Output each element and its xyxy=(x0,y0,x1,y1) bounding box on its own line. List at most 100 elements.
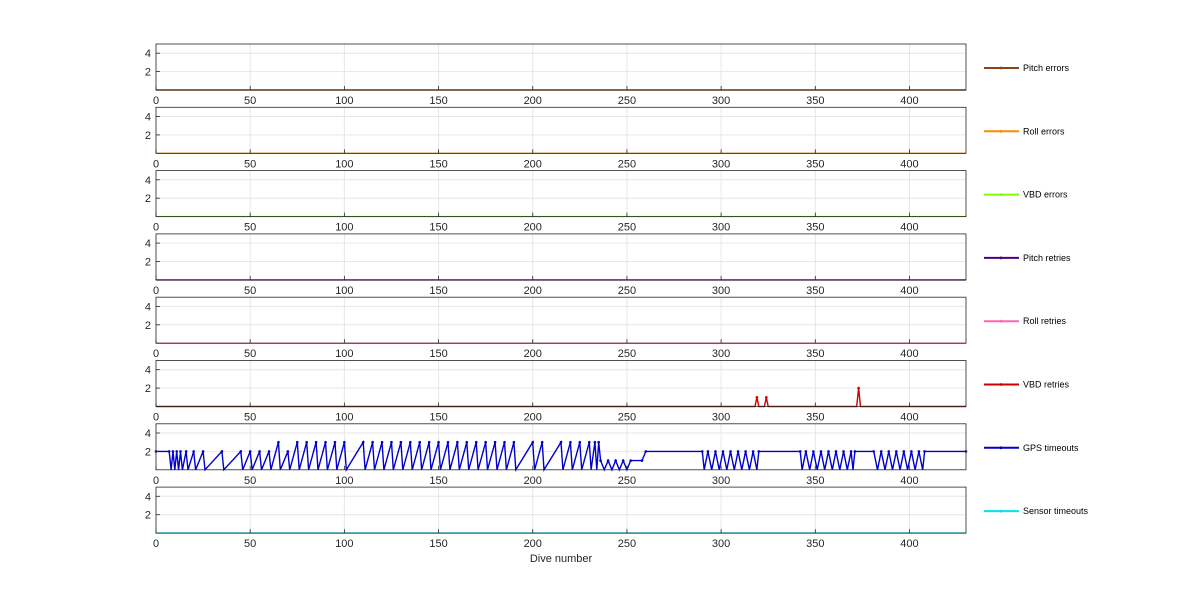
data-point xyxy=(597,440,600,444)
y-tick-label: 4 xyxy=(145,48,151,60)
x-tick-label: 50 xyxy=(244,538,256,550)
data-point xyxy=(418,440,422,444)
x-tick-label: 400 xyxy=(900,412,918,424)
plot-area xyxy=(156,487,966,534)
data-point xyxy=(324,440,327,444)
legend-label-vbd-errors: VBD errors xyxy=(1023,190,1068,200)
data-point xyxy=(248,450,252,453)
x-tick-label: 50 xyxy=(244,348,256,360)
x-tick-label: 200 xyxy=(524,412,542,424)
subplot-vbd-retries: 0 50 100 150 200 250 300 350 400 2 4 VBD retries xyxy=(145,360,1070,424)
x-tick-label: 150 xyxy=(429,538,447,550)
data-point xyxy=(333,440,337,444)
data-point xyxy=(578,440,582,444)
x-tick-label: 0 xyxy=(153,348,159,360)
data-point xyxy=(175,450,179,453)
data-point xyxy=(700,450,704,453)
subplot-roll-errors: 0 50 100 150 200 250 300 350 400 2 4 Roll errors xyxy=(145,106,1065,170)
x-tick-label: 300 xyxy=(712,222,730,234)
data-point xyxy=(729,450,732,453)
legend-marker xyxy=(999,319,1003,323)
x-tick-label: 300 xyxy=(712,348,730,360)
x-tick-label: 200 xyxy=(524,95,542,107)
data-point xyxy=(872,450,875,453)
data-point xyxy=(736,450,740,453)
data-point xyxy=(910,450,913,453)
data-point xyxy=(220,450,224,453)
data-point xyxy=(540,440,544,444)
x-tick-label: 300 xyxy=(712,158,730,170)
x-tick-label: 100 xyxy=(335,222,353,234)
data-point xyxy=(599,459,602,462)
data-point xyxy=(409,440,412,444)
legend-marker xyxy=(999,383,1003,386)
data-point xyxy=(606,459,610,462)
data-point xyxy=(593,440,597,444)
x-tick-label: 0 xyxy=(153,222,159,234)
legend-marker xyxy=(999,193,1003,197)
subplot-pitch-retries: 0 50 100 150 200 250 300 350 400 2 4 Pitch retries xyxy=(145,233,1071,297)
data-point xyxy=(857,386,860,390)
x-tick-label: 100 xyxy=(335,95,353,107)
x-tick-label: 0 xyxy=(153,95,159,107)
x-tick-label: 300 xyxy=(712,538,730,550)
x-tick-label: 0 xyxy=(153,475,159,487)
data-point xyxy=(179,450,182,453)
x-tick-label: 100 xyxy=(335,158,353,170)
data-point xyxy=(361,440,365,444)
data-point xyxy=(757,450,761,453)
data-point xyxy=(201,450,205,453)
y-tick-label: 2 xyxy=(145,193,151,205)
x-tick-label: 350 xyxy=(806,158,824,170)
legend-marker xyxy=(999,66,1003,70)
x-tick-label: 250 xyxy=(618,538,636,550)
data-point xyxy=(295,440,299,444)
x-tick-label: 150 xyxy=(429,222,447,234)
x-tick-label: 200 xyxy=(524,158,542,170)
x-tick-label: 250 xyxy=(618,222,636,234)
plot-area xyxy=(156,107,966,154)
x-tick-label: 200 xyxy=(524,348,542,360)
data-point xyxy=(902,450,906,453)
x-tick-label: 300 xyxy=(712,285,730,297)
data-point xyxy=(755,396,759,399)
data-point xyxy=(484,440,487,444)
data-point xyxy=(456,440,459,444)
data-point xyxy=(286,450,290,453)
data-point xyxy=(917,450,921,453)
x-tick-label: 250 xyxy=(618,475,636,487)
y-tick-label: 4 xyxy=(145,301,151,313)
data-point xyxy=(512,440,516,444)
data-point xyxy=(714,450,717,453)
y-tick-label: 4 xyxy=(145,112,151,124)
data-point xyxy=(267,450,271,453)
plot-area xyxy=(156,44,966,90)
y-tick-label: 4 xyxy=(145,238,151,250)
y-tick-label: 2 xyxy=(145,510,151,522)
x-tick-label: 400 xyxy=(900,95,918,107)
x-tick-label: 350 xyxy=(806,475,824,487)
x-tick-label: 350 xyxy=(806,222,824,234)
x-tick-label: 0 xyxy=(153,285,159,297)
data-point xyxy=(621,459,625,462)
x-tick-label: 400 xyxy=(900,348,918,360)
legend-marker xyxy=(999,509,1003,513)
data-point xyxy=(721,450,725,453)
x-tick-label: 350 xyxy=(806,348,824,360)
data-point xyxy=(819,450,823,453)
data-point xyxy=(798,450,802,453)
x-tick-label: 250 xyxy=(618,348,636,360)
y-tick-label: 2 xyxy=(145,130,151,142)
x-tick-label: 100 xyxy=(335,475,353,487)
x-tick-label: 150 xyxy=(429,95,447,107)
data-point xyxy=(853,450,857,453)
data-point xyxy=(314,440,318,444)
legend-marker xyxy=(999,256,1003,260)
data-point xyxy=(399,440,403,444)
x-tick-label: 0 xyxy=(153,412,159,424)
data-point xyxy=(879,450,883,453)
axes-box xyxy=(155,296,967,344)
data-point xyxy=(503,440,506,444)
data-point xyxy=(640,459,644,462)
data-point xyxy=(239,450,243,453)
